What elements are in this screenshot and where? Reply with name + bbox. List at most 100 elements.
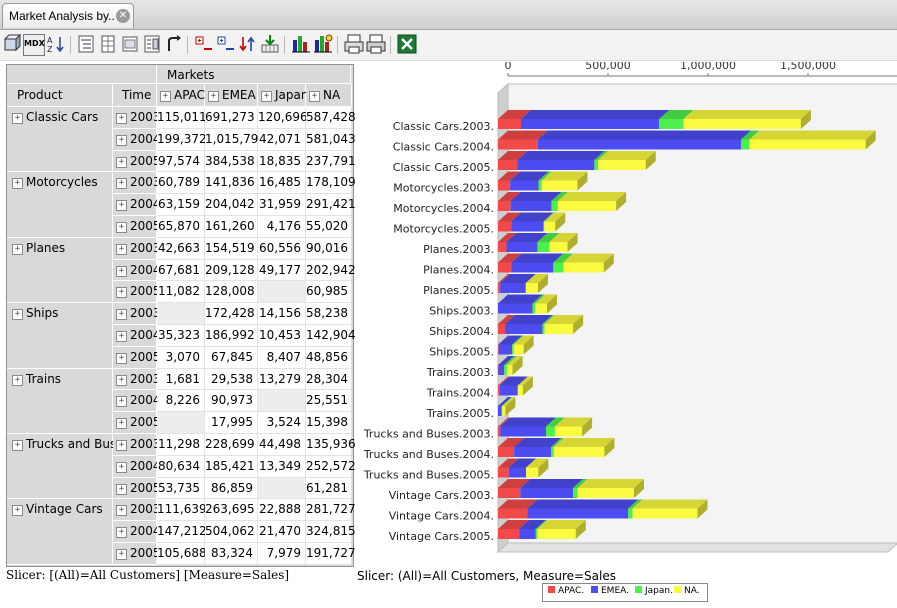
- time-row-header[interactable]: +2003: [113, 434, 161, 456]
- expand-plus-icon[interactable]: +: [116, 374, 127, 386]
- market-header-emea[interactable]: + EMEA: [205, 84, 258, 107]
- expand-plus-icon[interactable]: +: [116, 243, 127, 255]
- time-row-header[interactable]: +2003: [113, 107, 161, 129]
- expand-plus-icon[interactable]: +: [12, 309, 23, 321]
- expand-plus-icon[interactable]: +: [116, 309, 127, 321]
- expand-plus-icon[interactable]: +: [12, 243, 23, 255]
- product-row-header[interactable]: + Vintage Cars: [7, 499, 113, 565]
- time-row-header[interactable]: +2003: [113, 237, 161, 260]
- bar-segment-top: [537, 233, 560, 242]
- time-row-header[interactable]: +2005: [113, 543, 161, 565]
- expand-plus-icon[interactable]: +: [116, 200, 127, 212]
- time-row-header[interactable]: +2005: [113, 216, 161, 238]
- chart-config-icon[interactable]: [313, 34, 333, 54]
- expand-plus-icon[interactable]: +: [160, 91, 171, 102]
- expand-plus-icon[interactable]: +: [116, 265, 127, 277]
- expand-plus-icon[interactable]: +: [116, 549, 127, 560]
- value-cell: 172,428: [205, 303, 258, 325]
- expand-plus-icon[interactable]: +: [116, 461, 127, 473]
- hierarchy-icon[interactable]: [77, 34, 95, 54]
- bar-end-face: [582, 417, 593, 437]
- market-header-na[interactable]: + NA: [306, 84, 352, 107]
- time-row-header[interactable]: +2004: [113, 521, 161, 543]
- expand-plus-icon[interactable]: +: [116, 483, 127, 495]
- expand-plus-icon[interactable]: +: [116, 134, 127, 146]
- product-row-header[interactable]: + Classic Cars: [7, 107, 113, 173]
- expand-plus-icon[interactable]: +: [116, 505, 127, 517]
- product-row-header[interactable]: + Trains: [7, 368, 113, 434]
- expand-plus-icon[interactable]: +: [116, 156, 127, 168]
- expand-plus-icon[interactable]: +: [116, 396, 127, 408]
- expand-plus-icon[interactable]: +: [116, 178, 127, 190]
- bar-segment-top: [498, 335, 509, 345]
- value-cell: 16,485: [258, 172, 306, 195]
- expand-plus-icon[interactable]: +: [12, 113, 23, 124]
- bar-end-face: [555, 212, 566, 232]
- expand-plus-icon[interactable]: +: [116, 113, 127, 124]
- drill-through-icon[interactable]: [260, 34, 280, 54]
- print-config-icon[interactable]: [344, 34, 364, 54]
- expand-plus-icon[interactable]: +: [116, 527, 127, 539]
- swap-axes-icon[interactable]: [165, 34, 183, 54]
- time-row-header[interactable]: +2004: [113, 390, 161, 413]
- product-row-header[interactable]: + Planes: [7, 237, 113, 304]
- cube-icon[interactable]: [3, 34, 21, 54]
- columns-icon[interactable]: [99, 34, 117, 54]
- expand-plus-icon[interactable]: +: [12, 440, 23, 451]
- product-row-header[interactable]: + Ships: [7, 303, 113, 369]
- product-row-header[interactable]: + Motorcycles: [7, 172, 113, 238]
- expand-plus-icon[interactable]: +: [116, 418, 127, 430]
- expand-plus-icon[interactable]: +: [12, 178, 23, 190]
- expand-plus-icon[interactable]: +: [116, 331, 127, 342]
- print-icon[interactable]: [366, 34, 386, 54]
- category-label: Trucks and Buses.2004.: [363, 448, 494, 461]
- market-header-apac[interactable]: + APAC: [157, 84, 205, 107]
- legend-swatch: [674, 586, 681, 593]
- expand-plus-icon[interactable]: +: [116, 287, 127, 299]
- time-row-header[interactable]: +2005: [113, 150, 161, 173]
- drill-member-icon[interactable]: [194, 34, 214, 54]
- sort-az-icon[interactable]: AZ: [46, 34, 66, 54]
- value-cell: 147,212: [157, 521, 207, 543]
- time-row-header[interactable]: +2005: [113, 281, 161, 304]
- time-row-header[interactable]: +2004: [113, 455, 161, 478]
- excel-icon[interactable]: [397, 34, 417, 54]
- expand-plus-icon[interactable]: +: [116, 440, 127, 451]
- category-label: Motorcycles.2003.: [393, 182, 494, 195]
- close-icon[interactable]: ✕: [116, 9, 130, 23]
- drill-position-icon[interactable]: [216, 34, 236, 54]
- bar-chart-icon[interactable]: [291, 34, 311, 54]
- expand-plus-icon[interactable]: +: [116, 352, 127, 364]
- time-row-header[interactable]: +2003: [113, 303, 161, 325]
- bar-segment-top: [554, 417, 593, 427]
- time-row-header[interactable]: +2005: [113, 477, 161, 500]
- suppress-icon[interactable]: [143, 34, 161, 54]
- time-row-header[interactable]: +2004: [113, 194, 161, 216]
- expand-plus-icon[interactable]: +: [116, 222, 127, 233]
- expand-plus-icon[interactable]: +: [309, 91, 320, 102]
- properties-icon[interactable]: [121, 34, 139, 54]
- expand-plus-icon[interactable]: +: [12, 505, 23, 517]
- bar-segment-top: [553, 253, 574, 263]
- drill-replace-icon[interactable]: [238, 34, 258, 54]
- market-header-japan[interactable]: + Japan: [258, 84, 308, 107]
- time-row-header[interactable]: +2004: [113, 259, 161, 282]
- mdx-button[interactable]: MDX: [23, 34, 45, 56]
- time-row-header[interactable]: +2003: [113, 172, 161, 195]
- time-row-header[interactable]: +2004: [113, 325, 161, 347]
- time-row-header[interactable]: +2005: [113, 412, 161, 434]
- product-row-header[interactable]: + Trucks and Buses: [7, 434, 130, 500]
- bar-segment-top: [577, 479, 644, 488]
- expand-plus-icon[interactable]: +: [12, 374, 23, 386]
- time-row-header[interactable]: +2003: [113, 368, 161, 391]
- bar-segment-top: [632, 499, 708, 509]
- time-row-header[interactable]: +2004: [113, 128, 161, 151]
- time-row-header[interactable]: +2005: [113, 346, 161, 369]
- value-cell: 48,856: [306, 346, 352, 369]
- tab-market-analysis[interactable]: Market Analysis by.. ✕: [2, 3, 134, 28]
- markets-header: Markets: [157, 65, 351, 84]
- legend-swatch: [635, 586, 642, 593]
- expand-plus-icon[interactable]: +: [208, 91, 219, 102]
- time-row-header[interactable]: +2003: [113, 499, 161, 522]
- expand-plus-icon[interactable]: +: [261, 91, 272, 102]
